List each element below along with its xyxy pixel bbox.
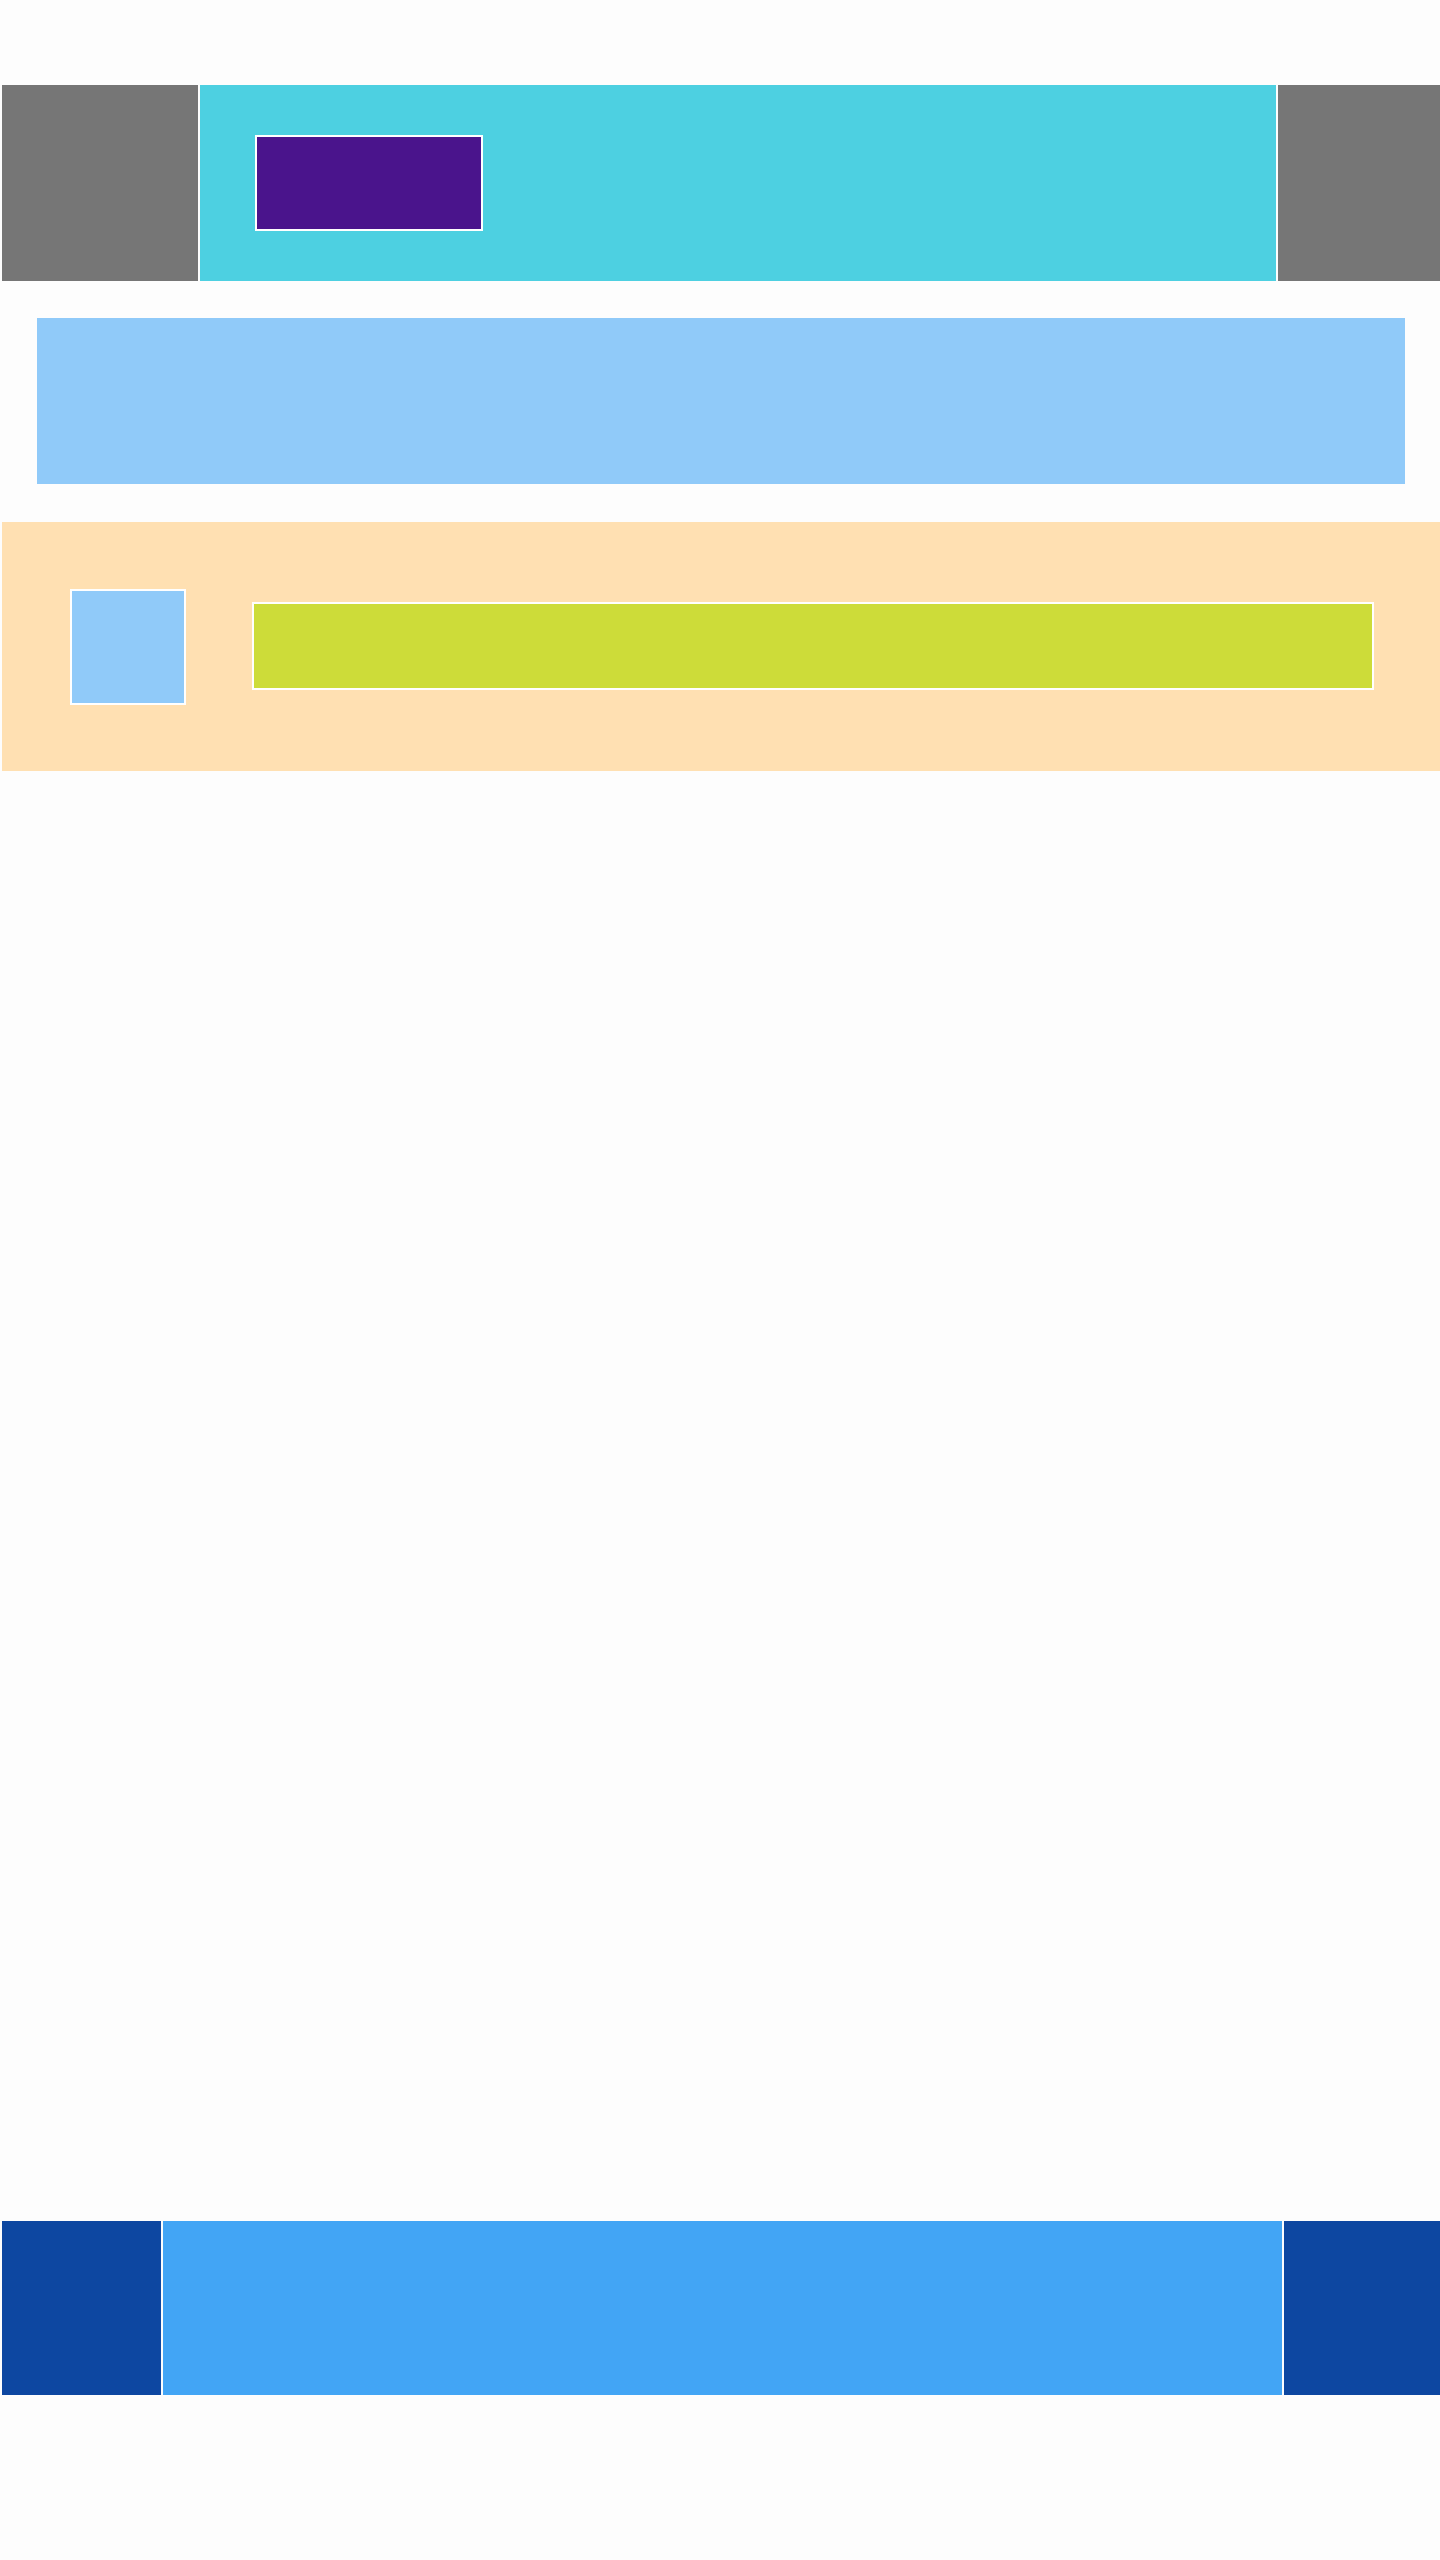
top-app-bar: [2, 85, 1440, 281]
app-bar-badge-button[interactable]: [255, 135, 483, 231]
bottom-navigation: [2, 2221, 1440, 2395]
list-item-thumbnail: [70, 589, 186, 705]
app-bar-trailing-button[interactable]: [1278, 85, 1440, 281]
banner[interactable]: [37, 318, 1405, 484]
list-item[interactable]: [2, 522, 1440, 771]
bottom-nav-item-center[interactable]: [163, 2221, 1282, 2395]
bottom-nav-item-left[interactable]: [2, 2221, 161, 2395]
list-item-content-bar: [252, 602, 1374, 690]
app-bar-title-area: [200, 85, 1276, 281]
app-bar-leading-button[interactable]: [2, 85, 198, 281]
bottom-nav-item-right[interactable]: [1284, 2221, 1440, 2395]
